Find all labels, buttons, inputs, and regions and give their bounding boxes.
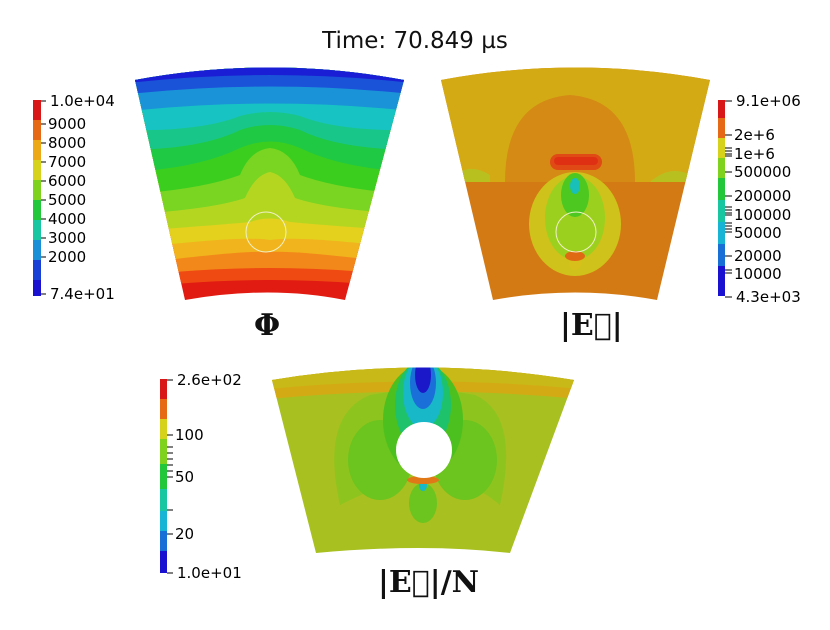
phi-contour-field xyxy=(135,67,404,300)
electrode-outline xyxy=(245,211,287,253)
reduced-field-colorbar-tick: 50 xyxy=(175,468,194,486)
reduced-field-panel: 2.6e+02 100 50 20 1.0e+01 |E⃗|/N xyxy=(140,355,600,630)
efield-colorbar-tick: 10000 xyxy=(734,265,782,283)
efield-colorbar-max-label: 9.1e+06 xyxy=(736,92,801,110)
efield-colorbar-tick: 500000 xyxy=(734,163,791,181)
phi-colorbar-bar xyxy=(33,100,41,296)
efield-panel: 9.1e+06 2e+6 1e+6 500000 200000 100000 5… xyxy=(420,0,830,360)
phi-colorbar-tick: 3000 xyxy=(48,229,86,247)
efield-plot xyxy=(441,67,710,300)
phi-panel: 1.0e+04 9000 8000 7000 6000 5000 4000 30… xyxy=(0,0,420,360)
efield-label: |E⃗| xyxy=(560,308,623,343)
phi-colorbar-max-label: 1.0e+04 xyxy=(50,92,115,110)
efield-contour-field xyxy=(441,67,710,300)
reduced-field-label: |E⃗|/N xyxy=(378,565,480,600)
phi-colorbar-tick: 2000 xyxy=(48,248,86,266)
efield-colorbar-tick: 200000 xyxy=(734,187,791,205)
phi-label: Φ xyxy=(254,308,281,343)
efield-colorbar-min-label: 4.3e+03 xyxy=(736,288,801,306)
efield-colorbar-tick: 20000 xyxy=(734,247,782,265)
phi-colorbar-tick: 5000 xyxy=(48,191,86,209)
efield-colorbar-tick: 100000 xyxy=(734,206,791,224)
reduced-field-colorbar-bar xyxy=(160,379,167,573)
efield-colorbar-tick: 50000 xyxy=(734,224,782,242)
phi-colorbar-tick: 9000 xyxy=(48,115,86,133)
phi-colorbar-min-label: 7.4e+01 xyxy=(50,285,115,303)
phi-colorbar: 1.0e+04 9000 8000 7000 6000 5000 4000 30… xyxy=(33,92,115,303)
reduced-field-contour-field xyxy=(272,367,574,553)
reduced-field-colorbar-tick: 100 xyxy=(175,426,204,444)
reduced-field-colorbar: 2.6e+02 100 50 20 1.0e+01 xyxy=(160,371,242,582)
phi-colorbar-tick: 8000 xyxy=(48,134,86,152)
reduced-field-plot xyxy=(272,367,574,553)
phi-colorbar-tick: 6000 xyxy=(48,172,86,190)
electrode-outline xyxy=(555,211,597,253)
phi-plot xyxy=(135,67,404,300)
efield-colorbar-tick: 1e+6 xyxy=(734,145,775,163)
phi-colorbar-tick: 4000 xyxy=(48,210,86,228)
efield-colorbar: 9.1e+06 2e+6 1e+6 500000 200000 100000 5… xyxy=(718,92,801,306)
reduced-field-colorbar-tick: 20 xyxy=(175,525,194,543)
electrode-disk xyxy=(396,422,452,478)
phi-colorbar-tick: 7000 xyxy=(48,153,86,171)
time-title: Time: 70.849 µs xyxy=(322,28,508,54)
reduced-field-colorbar-min-label: 1.0e+01 xyxy=(177,564,242,582)
efield-colorbar-bar xyxy=(718,100,725,296)
reduced-field-colorbar-max-label: 2.6e+02 xyxy=(177,371,242,389)
efield-colorbar-tick: 2e+6 xyxy=(734,126,775,144)
